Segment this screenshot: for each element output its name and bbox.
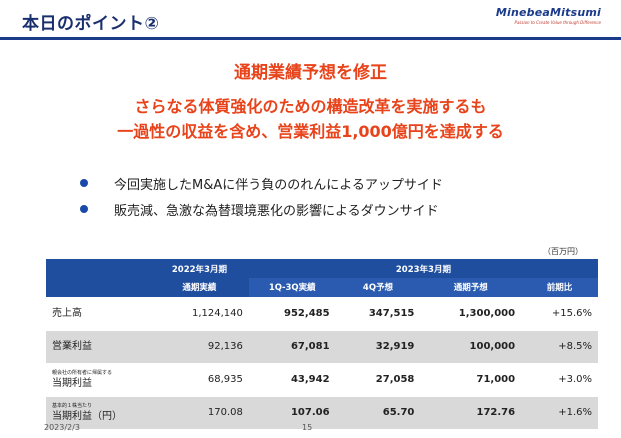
bullet-text: 販売減、急激な為替環境悪化の影響によるダウンサイド — [114, 203, 439, 219]
cell-value: +1.6% — [521, 395, 598, 429]
cell-value: 27,058 — [335, 362, 421, 396]
subheader-yoy: 前期比 — [521, 278, 598, 297]
row-label: 営業利益 — [46, 329, 150, 363]
cell-value: 100,000 — [420, 329, 522, 363]
cell-value: 170.08 — [150, 395, 249, 429]
subheader-1q3q: 1Q‐3Q実績 — [248, 278, 336, 297]
table-subheader-row: 通期実績 1Q‐3Q実績 4Q予想 通期予想 前期比 — [46, 278, 598, 297]
table-row: 売上高 1,124,140 952,485 347,515 1,300,000 … — [46, 296, 598, 330]
header-fy2023: 2023年3月期 — [248, 259, 598, 278]
bullet-text: 今回実施したM&Aに伴う負ののれんによるアップサイド — [114, 177, 443, 193]
financial-table: 2022年3月期 2023年3月期 通期実績 1Q‐3Q実績 4Q予想 通期予想… — [46, 259, 598, 429]
headline-line-1: さらなる体質強化のための構造改革を実施するも — [134, 97, 487, 116]
subheader-actual: 通期実績 — [150, 278, 249, 297]
cell-value: 65.70 — [335, 395, 421, 429]
headline-main: 通期業績予想を修正 — [234, 63, 387, 83]
slide-title: 本日のポイント② — [22, 14, 160, 34]
company-logo: MinebeaMitsumi Passion to Create Value t… — [496, 6, 601, 25]
cell-value: 32,919 — [335, 329, 421, 363]
subheader-forecast: 通期予想 — [420, 278, 522, 297]
bullet-item: 販売減、急激な為替環境悪化の影響によるダウンサイド — [80, 196, 443, 222]
cell-value: +15.6% — [521, 296, 598, 330]
logo-tagline: Passion to Create Value through Differen… — [514, 20, 601, 25]
logo-wordmark: MinebeaMitsumi — [495, 6, 601, 19]
row-label: 基本的１株当たり 当期利益（円） — [46, 395, 150, 429]
table-row: 基本的１株当たり 当期利益（円） 170.08 107.06 65.70 172… — [46, 395, 598, 429]
table-row: 親会社の所有者に帰属する 当期利益 68,935 43,942 27,058 7… — [46, 362, 598, 396]
bullet-item: 今回実施したM&Aに伴う負ののれんによるアップサイド — [80, 170, 443, 196]
cell-value: +3.0% — [521, 362, 598, 396]
bullet-dot-icon — [80, 205, 88, 213]
cell-value: 172.76 — [420, 395, 522, 429]
cell-value: 92,136 — [150, 329, 249, 363]
cell-value: 68,935 — [150, 362, 249, 396]
slide-header: 本日のポイント② MinebeaMitsumi Passion to Creat… — [0, 0, 621, 40]
row-label: 売上高 — [46, 296, 150, 330]
cell-value: 1,300,000 — [420, 296, 522, 330]
header-fy2022: 2022年3月期 — [150, 259, 249, 278]
cell-value: +8.5% — [521, 329, 598, 363]
bullet-list: 今回実施したM&Aに伴う負ののれんによるアップサイド 販売減、急激な為替環境悪化… — [80, 170, 443, 222]
row-label: 親会社の所有者に帰属する 当期利益 — [46, 362, 150, 396]
cell-value: 347,515 — [335, 296, 421, 330]
header-divider — [0, 37, 621, 40]
table-row: 営業利益 92,136 67,081 32,919 100,000 +8.5% — [46, 329, 598, 363]
cell-value: 71,000 — [420, 362, 522, 396]
cell-value: 1,124,140 — [150, 296, 249, 330]
cell-value: 43,942 — [248, 362, 336, 396]
header-corner — [46, 259, 150, 297]
cell-value: 67,081 — [248, 329, 336, 363]
cell-value: 107.06 — [248, 395, 336, 429]
page-number: 15 — [302, 423, 313, 432]
table-unit: （百万円） — [543, 247, 583, 256]
headline-line-2: 一過性の収益を含め、営業利益1,000億円を達成する — [117, 122, 504, 141]
table-header-row: 2022年3月期 2023年3月期 — [46, 259, 598, 297]
footer-date: 2023/2/3 — [44, 423, 80, 432]
bullet-dot-icon — [80, 179, 88, 187]
subheader-4q: 4Q予想 — [335, 278, 421, 297]
cell-value: 952,485 — [248, 296, 336, 330]
